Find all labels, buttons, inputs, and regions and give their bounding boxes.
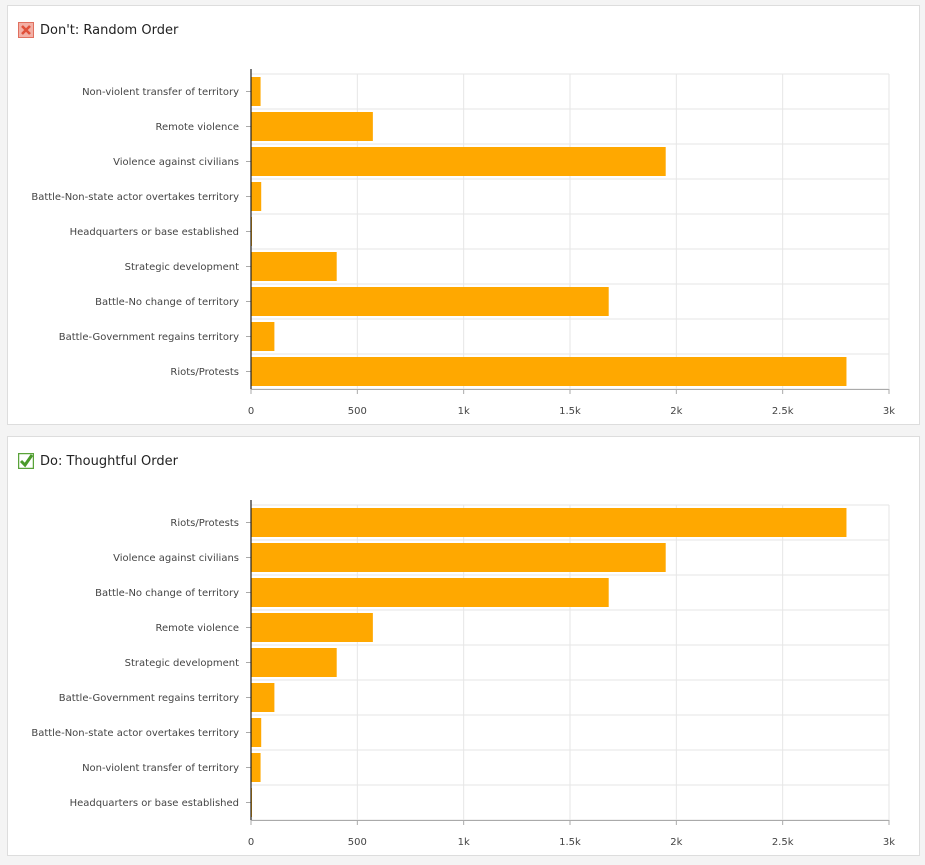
chart-title-text: Don't: Random Order (40, 22, 179, 38)
bar (251, 613, 373, 642)
chart-panel-random-order: Don't: Random Order 0 500 1k 1.5k 2k 2.5k 3k No… (7, 5, 920, 425)
x-tick-label: 2k (670, 406, 682, 417)
bar (251, 753, 261, 782)
x-tick-label: 3k (883, 406, 895, 417)
bar (251, 357, 847, 386)
chart-title: Do: Thoughtful Order (18, 453, 178, 469)
bar (251, 287, 609, 316)
y-tick-label: Remote violence (156, 122, 240, 133)
y-tick-label: Battle-Non-state actor overtakes territo… (31, 728, 239, 739)
bar (251, 322, 275, 351)
y-tick-label: Battle-Government regains territory (59, 332, 239, 343)
bar-chart: 0 500 1k 1.5k 2k 2.5k 3k Riots/Protests Violence… (31, 500, 895, 848)
bar (251, 508, 847, 537)
x-tick-label: 0 (248, 406, 254, 417)
bar-chart: 0 500 1k 1.5k 2k 2.5k 3k Non-violent transfer o… (31, 69, 895, 417)
x-tick-label: 2.5k (772, 406, 794, 417)
x-tick-label: 0 (248, 837, 254, 848)
bar (251, 718, 262, 747)
y-tick-label: Battle-No change of territory (95, 588, 239, 599)
y-tick-label: Remote violence (156, 623, 240, 634)
x-tick-label: 2k (670, 837, 682, 848)
x-tick-label: 1k (458, 406, 470, 417)
bar (251, 648, 337, 677)
y-tick-label: Non-violent transfer of territory (82, 763, 239, 774)
x-tick-label: 500 (348, 406, 367, 417)
check-box-icon (18, 453, 34, 469)
x-tick-label: 500 (348, 837, 367, 848)
bar (251, 77, 261, 106)
y-tick-label: Riots/Protests (170, 518, 239, 529)
y-tick-label: Non-violent transfer of territory (82, 87, 239, 98)
y-tick-label: Battle-No change of territory (95, 297, 239, 308)
chart-panel-thoughtful-order: Do: Thoughtful Order 0 500 1k 1.5k 2k 2.5k 3k R… (7, 436, 920, 856)
chart-title: Don't: Random Order (18, 22, 178, 38)
x-tick-label: 1.5k (559, 837, 581, 848)
x-tick-label: 1.5k (559, 406, 581, 417)
y-tick-label: Battle-Government regains territory (59, 693, 239, 704)
x-tick-label: 2.5k (772, 837, 794, 848)
chart-title-text: Do: Thoughtful Order (40, 453, 178, 469)
x-tick-label: 3k (883, 837, 895, 848)
x-box-icon (18, 22, 34, 38)
y-tick-label: Riots/Protests (170, 367, 239, 378)
bar (251, 182, 262, 211)
bar (251, 252, 337, 281)
y-tick-label: Headquarters or base established (70, 227, 239, 238)
y-tick-label: Violence against civilians (113, 553, 239, 564)
y-tick-label: Strategic development (125, 658, 239, 669)
bar (251, 112, 373, 141)
y-tick-label: Strategic development (125, 262, 239, 273)
bar (251, 578, 609, 607)
y-tick-label: Battle-Non-state actor overtakes territo… (31, 192, 239, 203)
y-tick-label: Violence against civilians (113, 157, 239, 168)
y-tick-label: Headquarters or base established (70, 798, 239, 809)
bar (251, 147, 666, 176)
bar (251, 683, 275, 712)
bar (251, 543, 666, 572)
x-tick-label: 1k (458, 837, 470, 848)
